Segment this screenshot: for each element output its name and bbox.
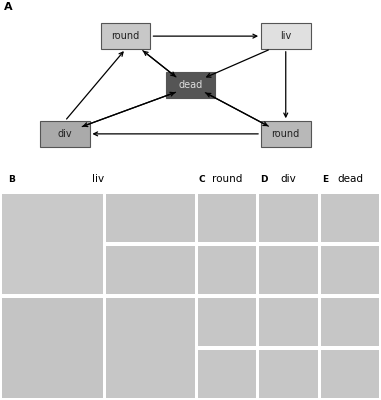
Text: div: div [58,129,72,139]
FancyBboxPatch shape [40,121,90,147]
Text: dead: dead [337,174,363,184]
Text: liv: liv [92,174,104,184]
FancyBboxPatch shape [261,23,311,49]
Text: C: C [199,175,205,184]
FancyBboxPatch shape [261,121,311,147]
Text: div: div [280,174,296,184]
FancyBboxPatch shape [101,23,150,49]
Text: round: round [211,174,242,184]
Text: E: E [322,175,328,184]
Text: round: round [272,129,300,139]
Text: A: A [4,2,13,12]
Text: round: round [112,31,140,41]
Text: liv: liv [280,31,291,41]
Text: D: D [260,175,267,184]
FancyBboxPatch shape [166,72,215,98]
Text: B: B [8,175,15,184]
Text: dead: dead [178,80,203,90]
